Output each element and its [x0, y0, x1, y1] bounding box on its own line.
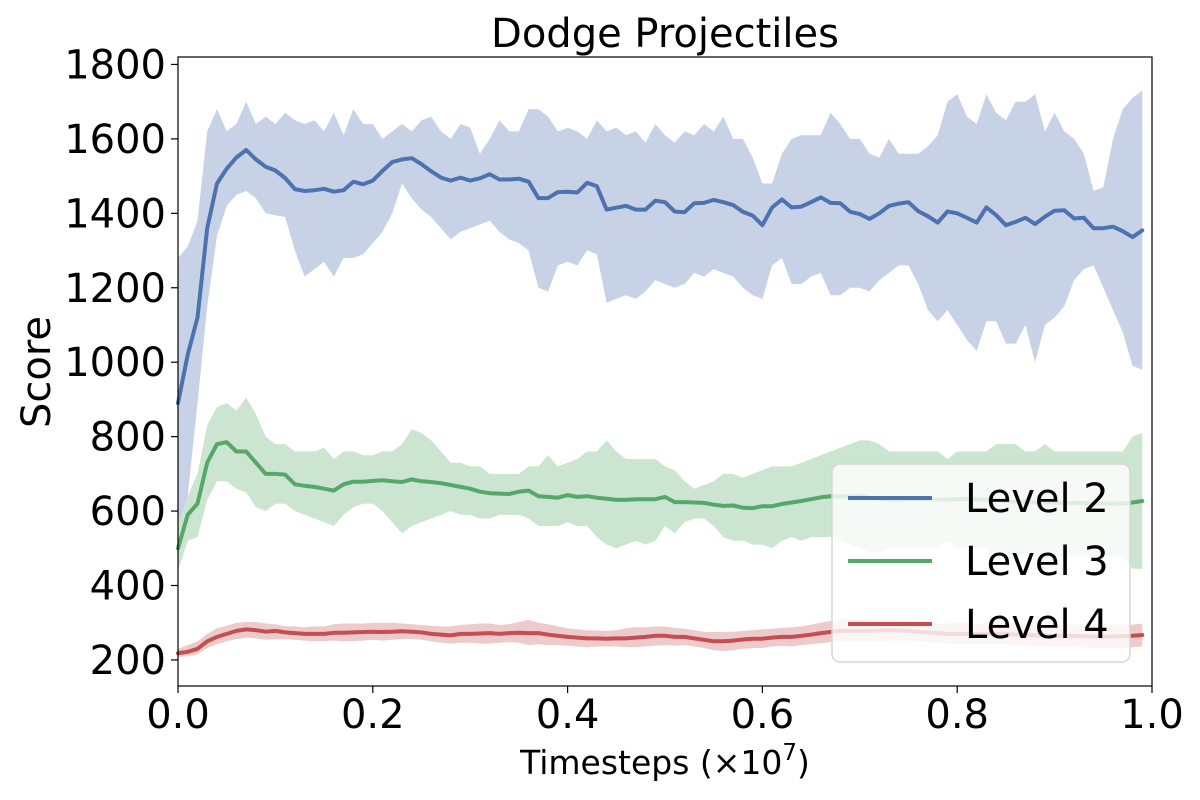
- x-tick-label: 1.0: [1120, 692, 1184, 738]
- legend-label-3: Level 4: [965, 602, 1109, 648]
- x-axis: 0.0 0.2 0.4 0.6 0.8 1.0: [146, 686, 1184, 738]
- x-axis-label: Timesteps (×107): [519, 740, 810, 782]
- plot-frame: [177, 56, 1153, 687]
- x-tick-label: 0.2: [341, 692, 405, 738]
- x-tick-label: 0.0: [146, 692, 210, 738]
- legend: Level 2 Level 3 Level 4: [831, 463, 1131, 663]
- y-tick-label: 200: [90, 638, 166, 684]
- y-tick-label: 800: [90, 415, 166, 461]
- x-tick-label: 0.6: [731, 692, 795, 738]
- y-tick-label: 1800: [64, 42, 166, 88]
- legend-label-2: Level 3: [965, 539, 1109, 585]
- y-tick-label: 1600: [64, 117, 166, 163]
- y-tick-label: 1400: [64, 191, 166, 237]
- y-tick-label: 600: [90, 489, 166, 535]
- x-axis-label-end: ): [797, 743, 810, 782]
- y-axis-label: Score: [14, 316, 60, 428]
- band-series-1: [178, 90, 1143, 526]
- legend-box: [831, 463, 1131, 663]
- legend-label-1: Level 2: [965, 476, 1109, 522]
- x-axis-label-exponent: 7: [782, 740, 797, 766]
- legend-items: Level 2 Level 3 Level 4: [848, 476, 1109, 648]
- x-tick-label: 0.4: [536, 692, 600, 738]
- x-axis-label-main: Timesteps (×10: [519, 743, 782, 782]
- line-series-1: [176, 148, 1145, 406]
- chart-title: Dodge Projectiles: [491, 11, 839, 57]
- y-tick-label: 1000: [64, 340, 166, 386]
- y-tick-label: 1200: [64, 266, 166, 312]
- x-tick-label: 0.8: [925, 692, 989, 738]
- y-tick-label: 400: [90, 564, 166, 610]
- y-axis: 200 400 600 800 1000 1200 1400 1600 1800: [64, 42, 178, 684]
